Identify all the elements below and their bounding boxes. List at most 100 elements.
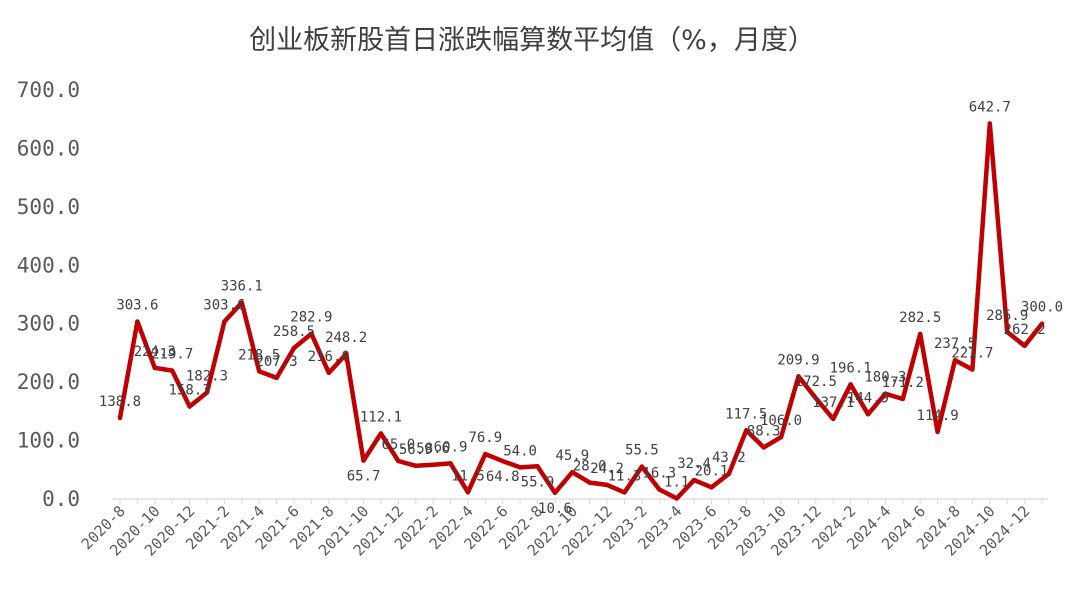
y-tick-label: 700.0 (17, 78, 80, 102)
data-label: 172.5 (795, 374, 837, 390)
data-point (900, 396, 906, 402)
data-point (378, 431, 384, 436)
data-point (326, 370, 331, 375)
y-tick-label: 0.0 (42, 487, 80, 511)
data-label: 158.3 (169, 383, 211, 399)
data-label: 54.0 (503, 443, 537, 459)
data-point (535, 464, 540, 469)
data-point (778, 434, 784, 440)
data-point (430, 462, 436, 467)
y-tick-label: 100.0 (17, 429, 80, 453)
data-point (604, 482, 610, 488)
data-label: 303.6 (203, 298, 245, 314)
data-label: 55.5 (625, 443, 659, 459)
data-label: 88.3 (747, 423, 781, 439)
data-label: 303.6 (116, 298, 158, 314)
data-point (691, 477, 697, 483)
data-point (952, 358, 958, 363)
data-point (935, 429, 940, 435)
data-point (831, 416, 836, 422)
data-point (1039, 321, 1045, 326)
data-label: 1.1 (664, 474, 689, 490)
data-label: 28.0 (573, 459, 607, 475)
data-point (239, 300, 244, 305)
data-point (709, 485, 714, 490)
data-label: 137.1 (812, 395, 854, 411)
data-point (552, 490, 558, 496)
data-label: 300.0 (1021, 300, 1063, 316)
data-point (256, 369, 262, 374)
data-point (169, 368, 175, 373)
data-point (465, 490, 471, 495)
data-point (222, 319, 227, 324)
data-point (517, 465, 523, 470)
data-point (500, 458, 505, 464)
data-label: 24.2 (590, 461, 624, 477)
data-label: 65.0 (381, 437, 415, 453)
data-label: 117.5 (725, 406, 767, 422)
data-point (309, 331, 314, 336)
data-label: 221.7 (951, 345, 993, 361)
data-point (187, 404, 192, 409)
data-point (291, 345, 297, 351)
data-point (848, 382, 853, 387)
data-label: 45.9 (555, 448, 589, 464)
data-label: 196.1 (830, 360, 872, 376)
data-point (622, 490, 627, 495)
data-label: 182.3 (186, 368, 228, 384)
data-point (918, 331, 923, 337)
data-point (587, 480, 592, 485)
data-label: 58.6 (416, 441, 450, 457)
data-point (396, 458, 401, 464)
data-label: 336.1 (221, 279, 263, 295)
data-label: 219.7 (151, 347, 193, 363)
data-point (448, 461, 453, 466)
data-label: 144.9 (847, 390, 889, 406)
data-label: 11.3 (608, 468, 642, 484)
data-label: 114.9 (917, 408, 959, 424)
data-label: 237.5 (934, 336, 976, 352)
data-point (813, 396, 819, 401)
y-tick-label: 200.0 (17, 370, 80, 394)
series-line (117, 121, 1045, 501)
data-point (744, 428, 749, 433)
data-point (117, 415, 123, 421)
data-point (483, 451, 488, 457)
data-label: 224.3 (134, 344, 176, 360)
data-point (726, 471, 732, 476)
data-label: 209.9 (777, 352, 819, 368)
data-point (987, 121, 993, 126)
data-point (796, 374, 801, 379)
data-point (639, 464, 645, 469)
data-label: 10.6 (538, 501, 572, 517)
data-point (274, 375, 279, 381)
y-tick-label: 300.0 (17, 312, 80, 336)
data-point (1022, 343, 1027, 349)
data-label: 171.2 (882, 375, 924, 391)
y-tick-label: 400.0 (17, 253, 80, 277)
data-label: 282.9 (290, 310, 332, 326)
data-label: 138.8 (99, 394, 141, 410)
data-label: 76.9 (468, 430, 502, 446)
data-label: 285.9 (986, 308, 1028, 324)
data-label: 262.2 (1004, 322, 1046, 338)
data-point (361, 458, 366, 463)
data-label: 43.2 (712, 450, 746, 466)
data-point (883, 391, 888, 396)
data-label: 106.0 (760, 413, 802, 429)
data-point (343, 351, 349, 357)
data-label: 282.5 (899, 310, 941, 326)
data-label: 11.5 (451, 468, 485, 484)
data-label: 55.9 (521, 474, 555, 490)
data-point (135, 319, 140, 324)
data-label: 258.5 (273, 324, 315, 340)
y-axis: 0.0 100.0 200.0 300.0 400.0 500.0 600.0 700.0 (17, 78, 80, 511)
chart-title: 创业板新股首日涨跌幅算数平均值（%，月度） (249, 25, 815, 56)
data-label: 60.9 (434, 439, 468, 455)
data-point (204, 390, 210, 395)
data-label: 248.2 (325, 330, 367, 346)
data-label: 218.5 (238, 347, 280, 363)
